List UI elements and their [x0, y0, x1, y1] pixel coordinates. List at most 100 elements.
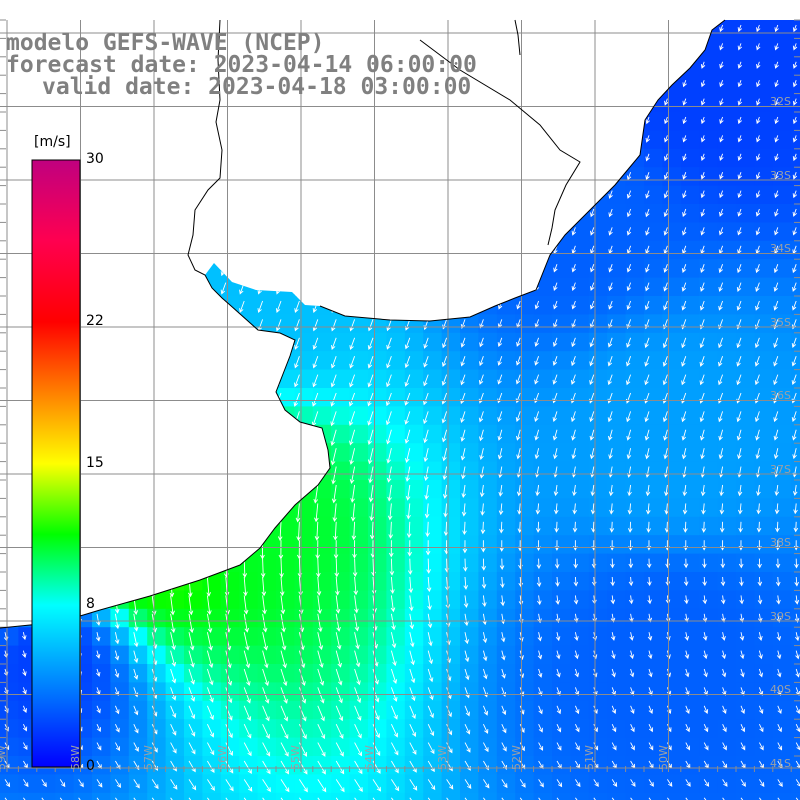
- wind-arrow: [481, 558, 487, 571]
- field-cell: [312, 406, 332, 426]
- field-cell: [680, 461, 700, 481]
- field-cell: [699, 498, 719, 518]
- wind-arrow: [481, 540, 486, 553]
- wind-arrow: [22, 724, 28, 732]
- wind-arrow: [515, 374, 521, 385]
- field-cell: [0, 516, 19, 536]
- wind-arrow: [721, 632, 726, 641]
- wind-arrow: [405, 448, 411, 463]
- wind-arrow: [257, 466, 264, 486]
- field-cell: [515, 664, 535, 683]
- wind-arrow: [164, 448, 172, 467]
- wind-arrow: [556, 687, 561, 696]
- field-cell: [607, 222, 627, 242]
- wind-arrow: [170, 668, 177, 684]
- wind-arrow: [516, 98, 521, 107]
- field-cell: [184, 443, 203, 463]
- field-cell: [184, 737, 203, 757]
- wind-arrow: [23, 779, 29, 788]
- wind-arrow: [219, 429, 227, 448]
- field-cell: [441, 664, 461, 683]
- field-cell: [625, 572, 645, 591]
- field-cell: [0, 700, 19, 720]
- field-cell: [754, 627, 774, 647]
- field-cell: [680, 516, 700, 536]
- field-cell: [294, 424, 314, 444]
- wind-arrow: [538, 797, 545, 800]
- wind-arrow: [243, 760, 252, 775]
- field-cell: [570, 480, 590, 499]
- field-cell: [220, 498, 240, 518]
- wind-arrow: [202, 116, 208, 130]
- wind-arrow: [349, 208, 356, 221]
- wind-arrow: [739, 613, 745, 623]
- field-cell: [460, 700, 479, 720]
- field-cell: [662, 351, 682, 371]
- wind-arrow: [367, 319, 374, 332]
- wind-arrow: [170, 687, 177, 701]
- wind-arrow: [534, 153, 540, 163]
- field-cell: [184, 332, 203, 352]
- wind-arrow: [553, 264, 558, 273]
- field-cell: [92, 240, 111, 260]
- field-cell: [478, 185, 498, 205]
- field-cell: [331, 167, 351, 187]
- field-cell: [147, 167, 167, 187]
- field-cell: [515, 388, 535, 407]
- field-cell: [736, 277, 755, 297]
- field-cell: [404, 406, 424, 426]
- field-cell: [404, 204, 424, 223]
- field-cell: [680, 590, 700, 610]
- wind-arrow: [183, 466, 190, 486]
- wind-arrow: [109, 429, 116, 448]
- wind-arrow: [315, 540, 320, 560]
- wind-arrow: [0, 80, 6, 94]
- wind-arrow: [294, 337, 300, 350]
- field-cell: [349, 277, 369, 297]
- wind-arrow: [498, 24, 503, 34]
- field-cell: [0, 259, 19, 279]
- wind-arrow: [96, 668, 101, 677]
- field-cell: [772, 682, 792, 702]
- field-cell: [625, 737, 645, 757]
- field-cell: [680, 112, 700, 131]
- wind-arrow: [460, 356, 466, 367]
- wind-arrow: [128, 208, 135, 222]
- field-cell: [478, 240, 498, 260]
- wind-arrow: [664, 80, 669, 88]
- wind-arrow: [553, 116, 558, 126]
- field-cell: [533, 388, 553, 407]
- field-cell: [533, 204, 553, 223]
- wind-arrow: [91, 116, 98, 130]
- field-cell: [349, 572, 369, 591]
- field-cell: [312, 112, 332, 131]
- field-cell: [570, 167, 590, 187]
- field-cell: [184, 277, 203, 297]
- wind-arrow: [498, 208, 503, 218]
- wind-arrow: [442, 337, 448, 349]
- wind-arrow: [553, 484, 559, 497]
- wind-arrow: [645, 264, 650, 273]
- wind-arrow: [461, 116, 466, 126]
- wind-arrow: [663, 264, 668, 273]
- field-cell: [607, 700, 627, 720]
- wind-arrow: [257, 116, 264, 129]
- field-cell: [699, 553, 719, 573]
- field-cell: [128, 443, 148, 463]
- field-cell: [644, 130, 663, 150]
- field-cell: [515, 351, 535, 371]
- field-cell: [110, 682, 130, 702]
- field-cell: [662, 222, 682, 242]
- wind-arrow: [275, 227, 282, 240]
- field-cell: [0, 682, 19, 702]
- field-cell: [515, 572, 535, 591]
- latitude-label: 39S: [770, 609, 791, 623]
- field-cell: [404, 608, 424, 628]
- wind-arrow: [91, 172, 98, 186]
- wind-arrow: [590, 484, 596, 497]
- field-cell: [312, 351, 332, 371]
- field-cell: [257, 314, 277, 334]
- field-cell: [92, 682, 111, 702]
- wind-arrow: [16, 374, 24, 391]
- field-cell: [423, 204, 443, 223]
